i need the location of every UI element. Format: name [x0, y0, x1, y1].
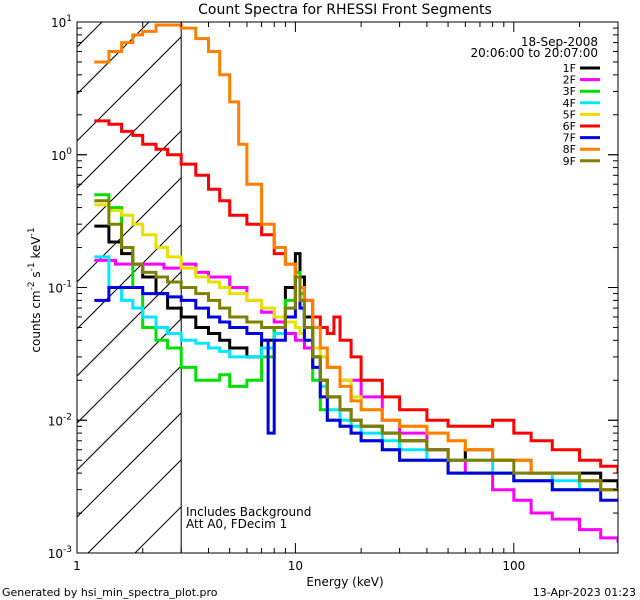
time-range: 20:06:00 to 20:07:00	[471, 46, 598, 60]
legend-label-7F: 7F	[563, 132, 576, 145]
hatch-line	[0, 22, 8, 553]
x-tick-label: 1	[73, 559, 81, 573]
y-tick-label: 101	[51, 14, 72, 30]
y-axis-label: counts cm-2 s-1 keV-1	[27, 227, 43, 352]
legend-label-3F: 3F	[563, 85, 576, 98]
x-tick-label: 10	[288, 559, 303, 573]
legend-label-5F: 5F	[563, 108, 576, 121]
timestamp: 13-Apr-2023 01:23	[533, 586, 636, 599]
series-line-3F	[94, 193, 618, 492]
legend-label-6F: 6F	[563, 120, 576, 133]
axis-ticks	[76, 21, 619, 554]
generated-by: Generated by hsi_min_spectra_plot.pro	[2, 586, 218, 599]
x-tick-labels: 1 10 100	[73, 559, 525, 573]
hatch-line	[77, 365, 182, 471]
annotation-background: Includes Background	[186, 505, 311, 519]
hatch-line	[77, 36, 182, 142]
hatch-line	[87, 459, 182, 553]
annotation-attenuator: Att A0, FDecim 1	[186, 517, 287, 531]
x-axis-label: Energy (keV)	[306, 575, 383, 589]
legend-label-8F: 8F	[563, 143, 576, 156]
series-line-4F	[94, 255, 618, 492]
hatch-line	[77, 412, 182, 518]
series-line-7F	[94, 275, 618, 502]
legend-label-9F: 9F	[563, 155, 576, 168]
y-tick-label: 10-2	[48, 412, 72, 428]
x-tick-label: 100	[502, 559, 525, 573]
series-line-9F	[94, 199, 618, 492]
y-tick-label: 10-1	[48, 280, 72, 296]
hatch-line	[77, 271, 182, 377]
legend-label-2F: 2F	[563, 74, 576, 87]
chart-title: Count Spectra for RHESSI Front Segments	[198, 2, 492, 18]
y-tick-labels: 101 100 10-1 10-2 10-3	[48, 14, 73, 561]
hatch-line	[77, 83, 182, 189]
observation-date: 18-Sep-2008	[521, 35, 598, 49]
legend-label-1F: 1F	[563, 62, 576, 75]
series-line-1F	[94, 224, 618, 490]
y-tick-label: 10-3	[48, 545, 72, 561]
y-tick-label: 100	[51, 147, 72, 163]
legend-label-4F: 4F	[563, 97, 576, 110]
series-lines	[94, 23, 618, 543]
